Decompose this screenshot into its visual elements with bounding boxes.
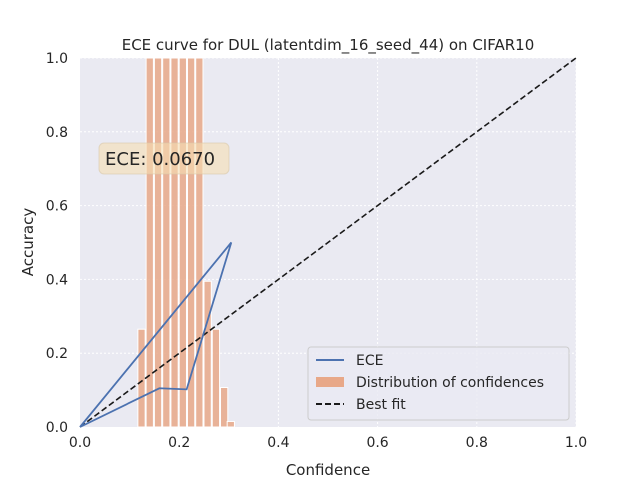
- ece-curve: [79, 241, 233, 428]
- legend-hist-swatch: [316, 377, 344, 387]
- y-tick-label: 0.4: [46, 272, 68, 288]
- legend-box: [307, 346, 570, 421]
- histogram-bar: [186, 57, 196, 428]
- x-tick-label: 0.8: [466, 435, 488, 451]
- y-axis-label: Accuracy: [19, 208, 37, 277]
- histogram-bar: [220, 387, 229, 428]
- y-tick-label: 0.6: [46, 199, 68, 215]
- legend-hist-label: Distribution of confidences: [356, 375, 544, 391]
- histogram-bar: [145, 57, 154, 428]
- legend-ece-label: ECE: [356, 353, 383, 369]
- y-tick-label: 0.0: [46, 420, 68, 436]
- y-tick-label: 1.0: [46, 51, 68, 67]
- histogram-bar: [203, 280, 212, 428]
- ece-annotation-box: [98, 142, 230, 175]
- ece-annotation: ECE: 0.0670: [98, 142, 230, 175]
- histogram-bar: [178, 57, 187, 428]
- best-fit-line: [79, 57, 577, 428]
- legend-bestfit-label: Best fit: [356, 397, 406, 413]
- x-tick-label: 0.6: [366, 435, 388, 451]
- series-lines: [79, 57, 577, 428]
- histogram-bar: [162, 57, 171, 428]
- chart-title: ECE curve for DUL (latentdim_16_seed_44)…: [122, 36, 535, 55]
- histogram-bar: [211, 328, 221, 428]
- ece-annotation-text: ECE: 0.0670: [105, 149, 215, 170]
- x-tick-labels: 0.0 0.2 0.4 0.6 0.8 1.0: [69, 435, 587, 451]
- x-tick-label: 0.4: [267, 435, 289, 451]
- x-tick-label: 1.0: [565, 435, 587, 451]
- histogram-bar: [195, 57, 204, 428]
- y-tick-label: 0.2: [46, 346, 68, 362]
- y-tick-label: 0.8: [46, 125, 68, 141]
- histogram-bars: [137, 57, 235, 428]
- histogram-bar: [226, 420, 235, 428]
- legend: ECE Distribution of confidences Best fit: [307, 346, 570, 421]
- x-tick-label: 0.2: [168, 435, 190, 451]
- x-tick-label: 0.0: [69, 435, 91, 451]
- histogram-bar: [153, 57, 163, 428]
- y-tick-labels: 0.0 0.2 0.4 0.6 0.8 1.0: [46, 51, 68, 436]
- histogram-bar: [137, 328, 146, 428]
- x-axis-label: Confidence: [286, 461, 370, 479]
- histogram-bar: [170, 57, 179, 428]
